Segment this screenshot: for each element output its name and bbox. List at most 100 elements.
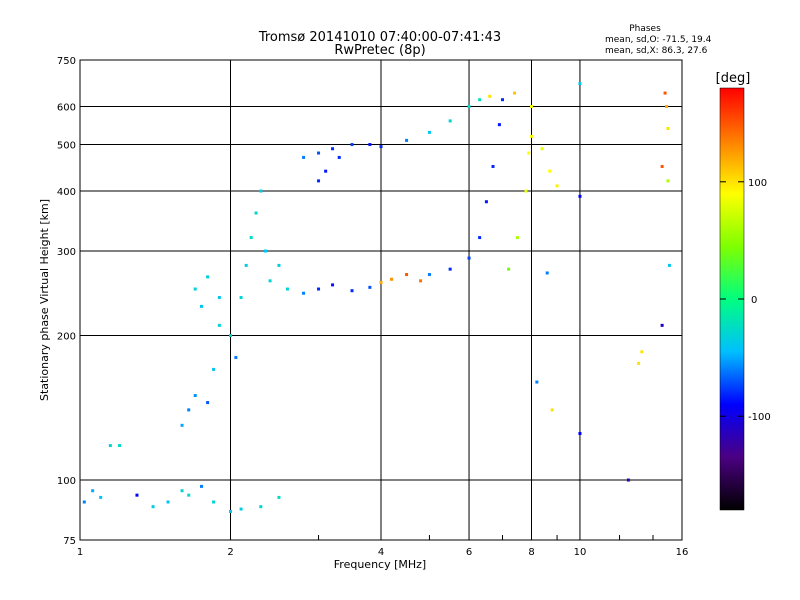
data-point: [478, 236, 482, 240]
data-point: [234, 355, 238, 359]
data-point: [448, 119, 452, 123]
data-point: [419, 279, 423, 283]
data-point: [368, 143, 372, 147]
y-tick-label: 500: [57, 141, 76, 152]
colorbar-ticks: -100 0 100: [720, 178, 771, 423]
data-point: [484, 200, 488, 204]
data-point: [166, 500, 170, 504]
data-point: [259, 505, 263, 509]
chart-title: Tromsø 20141010 07:40:00-07:41:43: [258, 30, 501, 45]
data-point: [180, 489, 184, 493]
data-point: [640, 350, 644, 354]
data-point: [379, 145, 383, 149]
data-point: [530, 105, 533, 109]
data-point: [540, 147, 544, 151]
data-point: [578, 432, 582, 436]
data-point: [99, 495, 103, 499]
data-point: [324, 169, 328, 173]
y-tick-label: 600: [57, 103, 76, 114]
y-tick-label: 750: [57, 56, 76, 67]
data-point: [515, 236, 519, 240]
y-tick-label: 100: [57, 476, 76, 487]
data-point: [350, 289, 354, 293]
data-point: [239, 507, 243, 511]
data-point: [578, 82, 582, 86]
data-point: [550, 408, 554, 412]
x-tick-labels: 1 2 4 6 8 10 16: [77, 547, 689, 558]
plot-grid: [80, 60, 682, 540]
data-point: [448, 267, 452, 271]
x-tick-label: 8: [528, 547, 534, 558]
data-points: [82, 82, 671, 513]
data-point: [507, 267, 511, 271]
data-point: [665, 105, 669, 109]
data-point: [212, 367, 216, 371]
data-point: [427, 130, 431, 134]
colorbar-tick-label: -100: [748, 412, 771, 423]
data-point: [239, 296, 243, 300]
data-point: [548, 169, 552, 173]
data-point: [264, 249, 268, 253]
y-tick-label: 75: [63, 536, 76, 547]
x-tick-label: 10: [574, 547, 587, 558]
data-point: [467, 105, 471, 109]
data-point: [206, 401, 210, 405]
data-point: [535, 380, 539, 384]
data-point: [259, 189, 263, 193]
data-point: [135, 493, 139, 497]
plot-frame: [79, 59, 683, 541]
data-point: [497, 123, 501, 127]
data-point: [350, 143, 354, 147]
data-point: [82, 500, 86, 504]
data-point: [379, 280, 383, 284]
phases-header: Phases: [629, 24, 661, 34]
data-point: [660, 164, 664, 168]
data-point: [666, 126, 670, 130]
data-point: [193, 394, 197, 398]
data-point: [118, 444, 122, 448]
data-point: [427, 273, 431, 277]
data-point: [545, 271, 549, 275]
data-point: [229, 334, 232, 338]
y-tick-label: 300: [57, 247, 76, 258]
data-point: [187, 493, 191, 497]
x-tick-label: 16: [676, 547, 689, 558]
y-tick-labels: 75 100 200 300 400 500 600 750: [57, 56, 76, 547]
data-point: [660, 323, 664, 327]
colorbar-label: [deg]: [716, 71, 751, 86]
data-point: [491, 164, 495, 168]
data-point: [193, 287, 197, 291]
data-point: [337, 155, 341, 159]
x-tick-label: 1: [77, 547, 83, 558]
data-point: [666, 179, 670, 183]
data-point: [249, 236, 253, 240]
phases-line-o: mean, sd,O: -71.5, 19.4: [605, 35, 712, 45]
data-point: [108, 444, 112, 448]
y-tick-label: 400: [57, 187, 76, 198]
data-point: [467, 256, 471, 260]
data-point: [317, 179, 321, 183]
y-axis-label: Stationary phase Virtual Height [km]: [38, 199, 51, 401]
data-point: [331, 147, 335, 151]
x-axis-label: Frequency [MHz]: [334, 558, 426, 571]
data-point: [244, 263, 248, 267]
y-tick-label: 200: [57, 332, 76, 343]
data-point: [524, 189, 528, 193]
data-point: [277, 495, 281, 499]
data-point: [187, 408, 191, 412]
x-tick-label: 2: [227, 547, 233, 558]
data-point: [555, 184, 559, 188]
data-point: [217, 323, 221, 327]
data-point: [268, 279, 272, 283]
data-point: [667, 263, 671, 267]
data-point: [206, 275, 210, 279]
data-point: [405, 138, 409, 142]
data-point: [229, 509, 232, 513]
data-point: [530, 134, 533, 138]
data-point: [626, 478, 630, 482]
data-point: [277, 263, 281, 267]
data-point: [285, 287, 289, 291]
data-point: [405, 273, 409, 277]
phases-line-x: mean, sd,X: 86.3, 27.6: [605, 46, 708, 56]
data-point: [578, 194, 582, 198]
